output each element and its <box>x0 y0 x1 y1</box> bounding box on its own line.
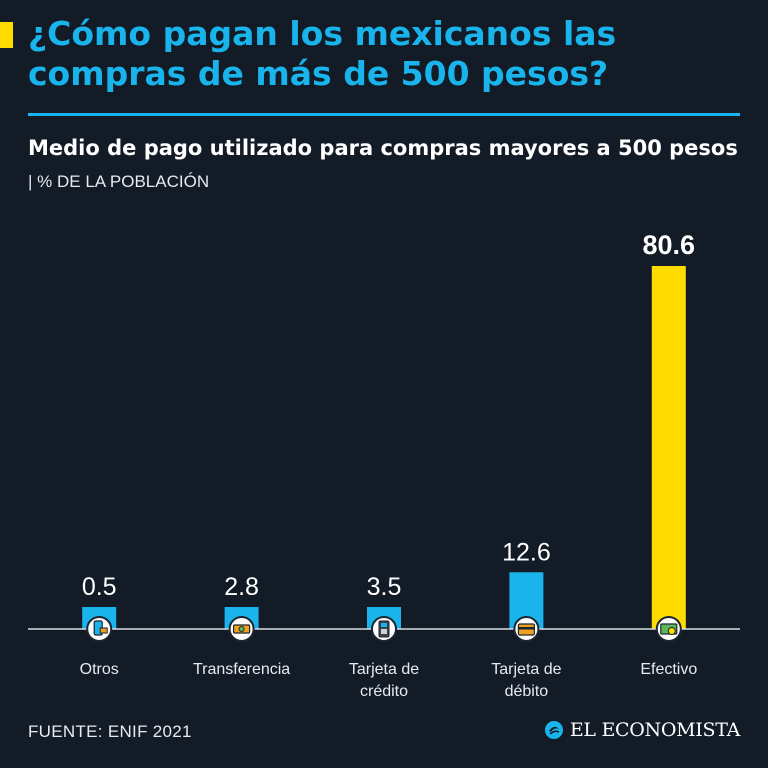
icon-card-stripe <box>518 627 535 630</box>
icon-card <box>99 627 108 634</box>
phone-payment-icon <box>86 616 113 642</box>
category-label: Tarjeta de <box>349 661 419 678</box>
data-label: 80.6 <box>643 230 696 260</box>
chart-subtitle: Medio de pago utilizado para compras may… <box>28 132 748 198</box>
unit-label-text: % DE LA POBLACIÓN <box>37 172 210 191</box>
brand-name: EL ECONOMISTA <box>569 719 740 741</box>
category-label: Transferencia <box>193 661 290 678</box>
bar-group: 12.6 Tarjeta de débito <box>491 538 561 700</box>
debit-card-icon <box>513 616 540 642</box>
data-label: 3.5 <box>367 573 402 601</box>
category-label: crédito <box>360 683 408 700</box>
title-divider <box>28 113 740 116</box>
category-label: Tarjeta de <box>491 661 561 678</box>
page-title: ¿Cómo pagan los mexicanos las compras de… <box>28 14 617 93</box>
brand-logo-icon <box>544 721 563 739</box>
category-label: Efectivo <box>640 661 697 678</box>
brand-logo: EL ECONOMISTA <box>544 719 740 741</box>
card-terminal-icon <box>371 616 397 642</box>
icon-coin <box>238 626 245 632</box>
bar <box>651 266 686 629</box>
icon-screen <box>381 623 387 627</box>
category-label: débito <box>505 683 549 700</box>
transfer-icon <box>228 616 255 642</box>
cash-icon <box>655 616 682 642</box>
icon-keypad <box>381 629 387 634</box>
title-accent-bar <box>0 22 13 48</box>
unit-label: | % DE LA POBLACIÓN <box>28 172 210 191</box>
subtitle-text: Medio de pago utilizado para compras may… <box>28 136 738 160</box>
source-note: FUENTE: ENIF 2021 <box>28 722 192 741</box>
icon-coin <box>667 627 676 635</box>
bar-group: 2.8 Transferencia <box>193 573 290 678</box>
data-label: 2.8 <box>224 573 259 601</box>
data-label: 12.6 <box>502 538 551 566</box>
data-label: 0.5 <box>82 573 117 601</box>
bar-group: 3.5 Tarjeta de crédito <box>349 573 419 700</box>
category-label: Otros <box>80 661 119 678</box>
bar-group: 80.6 Efectivo <box>640 230 697 678</box>
